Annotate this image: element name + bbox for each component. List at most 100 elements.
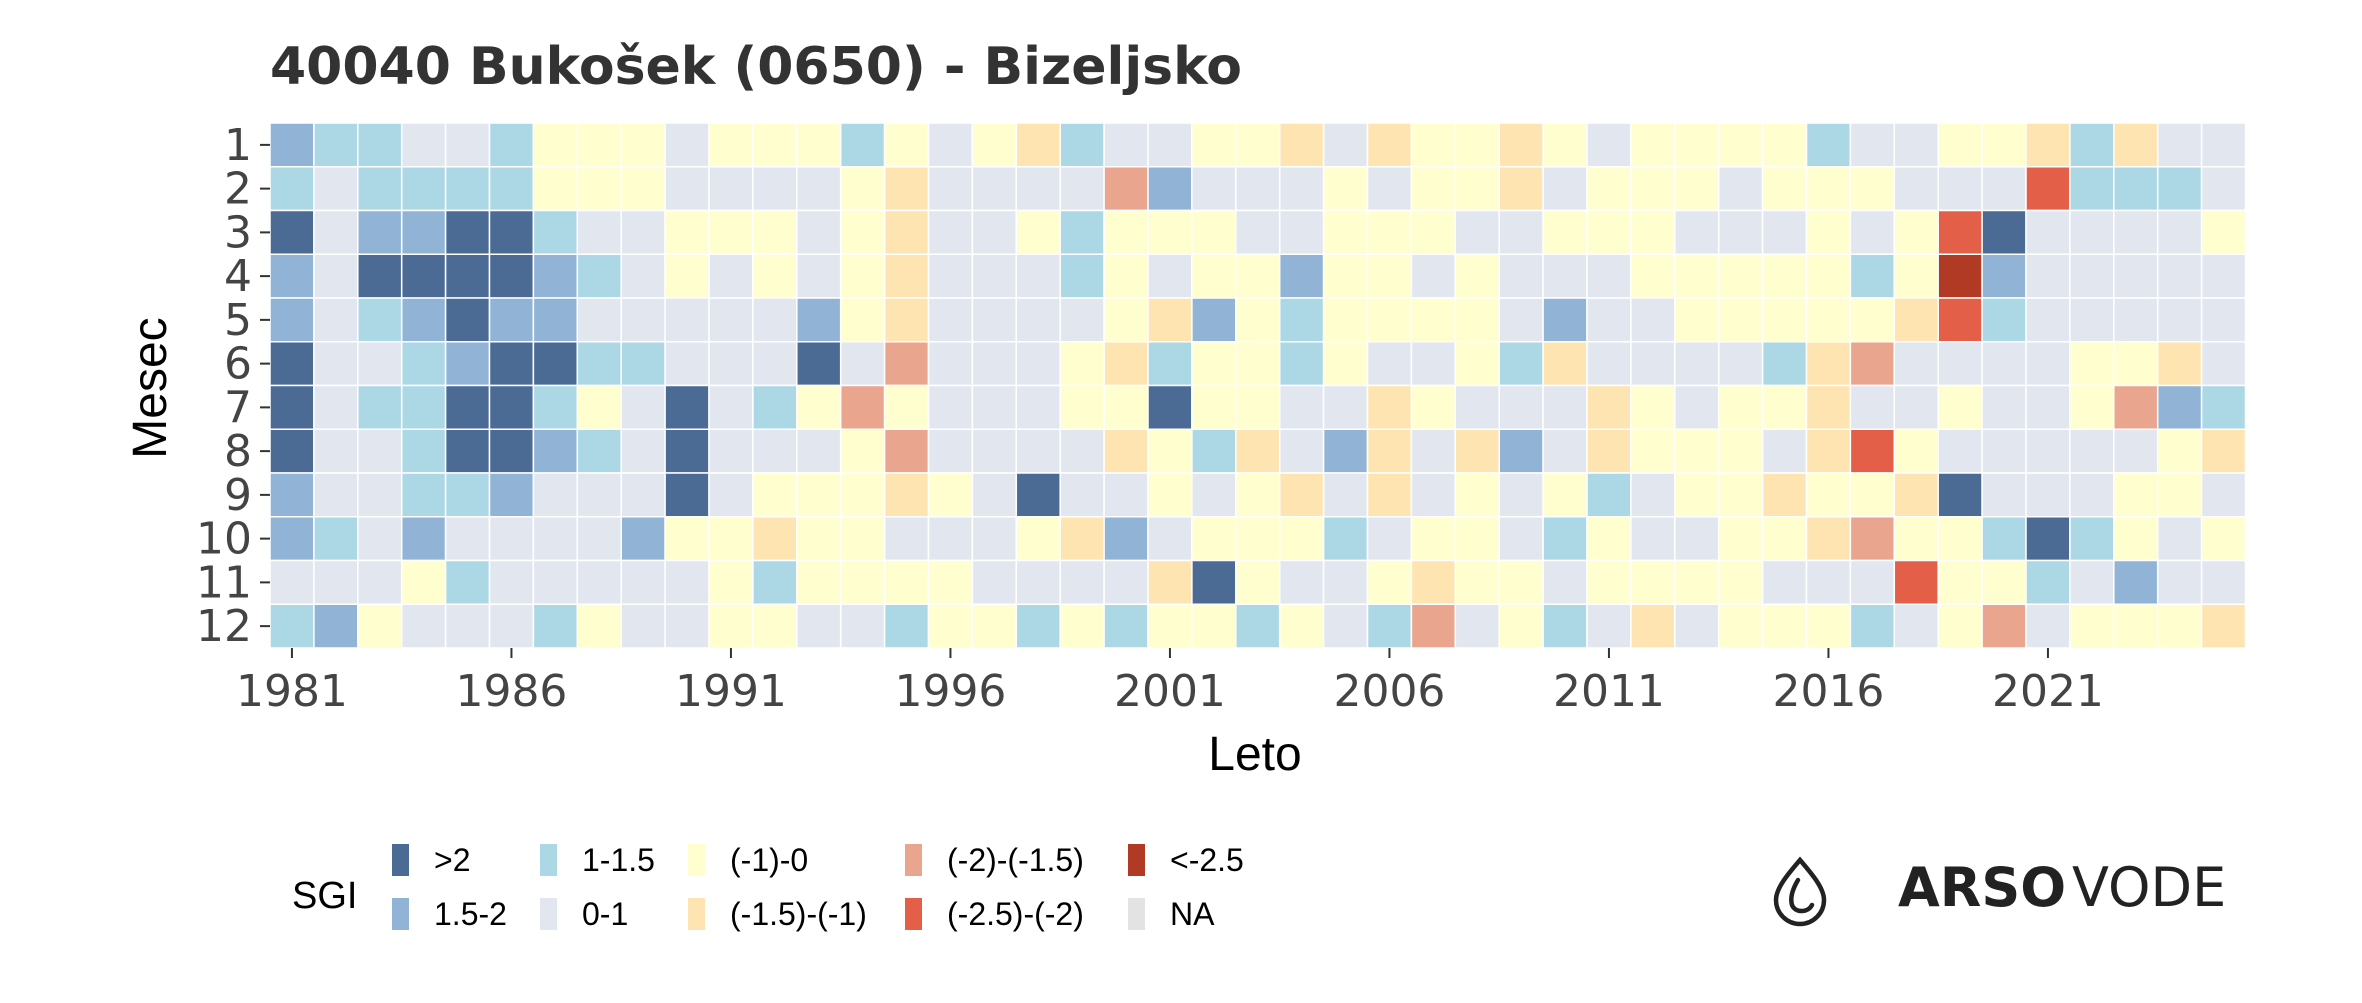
heatmap-cell-1992-1 bbox=[752, 122, 798, 168]
heatmap-cell-2011-3 bbox=[1586, 209, 1632, 255]
heatmap-plot bbox=[269, 122, 2247, 649]
y-tick-label-12: 12 bbox=[196, 601, 252, 652]
heatmap-cell-2007-4 bbox=[1410, 253, 1457, 299]
heatmap-cell-1999-8 bbox=[1059, 428, 1105, 474]
heatmap-cell-1986-8 bbox=[488, 428, 535, 474]
heatmap-cell-1986-10 bbox=[488, 516, 535, 562]
heatmap-cell-2019-12 bbox=[1937, 603, 1983, 649]
heatmap-cell-2010-5 bbox=[1542, 297, 1588, 343]
heatmap-cell-2020-4 bbox=[1981, 253, 2027, 299]
logo-arso: ARSO bbox=[1898, 856, 2066, 919]
heatmap-cell-1990-12 bbox=[664, 603, 710, 649]
heatmap-cell-2015-3 bbox=[1761, 209, 1808, 255]
heatmap-cell-1991-2 bbox=[708, 166, 754, 212]
heatmap-cell-1994-7 bbox=[839, 384, 886, 430]
heatmap-cell-2009-12 bbox=[1498, 603, 1544, 649]
heatmap-cell-1990-10 bbox=[664, 516, 710, 562]
heatmap-cell-2011-8 bbox=[1586, 428, 1632, 474]
heatmap-cell-1981-6 bbox=[269, 341, 315, 387]
heatmap-cell-2001-5 bbox=[1147, 297, 1193, 343]
x-axis: 1981 1986 1991 1996 2001 2006 2011 2016 2021 bbox=[236, 648, 2104, 717]
heatmap-cell-1987-1 bbox=[532, 122, 579, 168]
y-tick-label-3: 3 bbox=[224, 207, 252, 258]
x-tick-label-1996: 1996 bbox=[894, 666, 1006, 717]
heatmap-cell-1990-9 bbox=[664, 472, 710, 518]
heatmap-cell-1995-6 bbox=[883, 341, 930, 387]
heatmap-cell-2012-11 bbox=[1630, 559, 1676, 605]
legend-title: SGI bbox=[292, 875, 357, 917]
heatmap-cell-1986-3 bbox=[488, 209, 535, 255]
heatmap-cell-2002-5 bbox=[1191, 297, 1237, 343]
heatmap-cell-1994-11 bbox=[839, 559, 886, 605]
heatmap-cell-2024-12 bbox=[2156, 603, 2203, 649]
heatmap-cell-2009-2 bbox=[1498, 166, 1544, 212]
heatmap-cell-1991-1 bbox=[708, 122, 754, 168]
heatmap-cell-1992-3 bbox=[752, 209, 798, 255]
heatmap-cell-1981-4 bbox=[269, 253, 315, 299]
heatmap-cell-2025-7 bbox=[2200, 384, 2247, 430]
heatmap-cell-2004-9 bbox=[1278, 472, 1325, 518]
heatmap-cell-2005-6 bbox=[1322, 341, 1369, 387]
heatmap-cell-1993-2 bbox=[796, 166, 842, 212]
heatmap-cell-2006-9 bbox=[1366, 472, 1413, 518]
legend-items: >2 1.5-2 1-1.5 0-1 (-1)-0 (-1.5)-(-1) (-2)-(-1… bbox=[392, 842, 1244, 932]
heatmap-cell-1990-4 bbox=[664, 253, 710, 299]
heatmap-cell-1983-5 bbox=[357, 297, 403, 343]
heatmap-cell-2005-11 bbox=[1322, 559, 1369, 605]
heatmap-cell-1982-8 bbox=[313, 428, 359, 474]
heatmap-cell-2023-11 bbox=[2113, 559, 2159, 605]
heatmap-cell-1992-12 bbox=[752, 603, 798, 649]
heatmap-cell-1994-10 bbox=[839, 516, 886, 562]
heatmap-cell-1982-12 bbox=[313, 603, 359, 649]
heatmap-cell-2002-4 bbox=[1191, 253, 1237, 299]
heatmap-cell-2007-10 bbox=[1410, 516, 1457, 562]
heatmap-cell-2002-3 bbox=[1191, 209, 1237, 255]
heatmap-cell-2015-11 bbox=[1761, 559, 1808, 605]
heatmap-cell-1990-8 bbox=[664, 428, 710, 474]
heatmap-cell-1983-7 bbox=[357, 384, 403, 430]
heatmap-cell-2006-6 bbox=[1366, 341, 1413, 387]
heatmap-cell-2016-7 bbox=[1805, 384, 1852, 430]
legend-swatch--1.5--1 bbox=[688, 898, 705, 930]
heatmap-cell-2014-11 bbox=[1717, 559, 1764, 605]
heatmap-cell-1985-2 bbox=[444, 166, 491, 212]
heatmap-cell-2022-3 bbox=[2069, 209, 2115, 255]
heatmap-cell-2017-3 bbox=[1849, 209, 1896, 255]
heatmap-cell-1984-8 bbox=[400, 428, 447, 474]
heatmap-cell-1997-10 bbox=[971, 516, 1018, 562]
heatmap-cell-1991-7 bbox=[708, 384, 754, 430]
heatmap-cell-1992-8 bbox=[752, 428, 798, 474]
heatmap-cell-1986-9 bbox=[488, 472, 535, 518]
y-tick-label-5: 5 bbox=[224, 295, 252, 346]
heatmap-cell-2017-8 bbox=[1849, 428, 1896, 474]
heatmap-cell-1998-2 bbox=[1015, 166, 1061, 212]
heatmap-cell-1995-2 bbox=[883, 166, 930, 212]
heatmap-cell-1988-3 bbox=[576, 209, 622, 255]
heatmap-cell-1992-9 bbox=[752, 472, 798, 518]
heatmap-cell-1998-4 bbox=[1015, 253, 1061, 299]
heatmap-cell-2011-7 bbox=[1586, 384, 1632, 430]
heatmap-cell-2022-9 bbox=[2069, 472, 2115, 518]
heatmap-cell-1994-9 bbox=[839, 472, 886, 518]
heatmap-cell-2002-10 bbox=[1191, 516, 1237, 562]
y-axis-title: Mesec bbox=[124, 317, 177, 458]
arso-vode-logo: ARSO VODE bbox=[1773, 856, 2226, 927]
heatmap-cell-2017-5 bbox=[1849, 297, 1896, 343]
heatmap-cell-1988-2 bbox=[576, 166, 622, 212]
heatmap-cell-2014-9 bbox=[1717, 472, 1764, 518]
heatmap-cell-2022-11 bbox=[2069, 559, 2115, 605]
heatmap-cell-2005-9 bbox=[1322, 472, 1369, 518]
legend-label-0-1: 0-1 bbox=[582, 896, 628, 932]
heatmap-cell-2018-2 bbox=[1893, 166, 1939, 212]
heatmap-cell-2024-1 bbox=[2156, 122, 2203, 168]
heatmap-cell-1981-12 bbox=[269, 603, 315, 649]
heatmap-cell-2021-12 bbox=[2025, 603, 2071, 649]
heatmap-cell-2008-9 bbox=[1454, 472, 1500, 518]
heatmap-cell-2014-10 bbox=[1717, 516, 1764, 562]
heatmap-cell-2000-1 bbox=[1103, 122, 1149, 168]
heatmap-cell-2016-5 bbox=[1805, 297, 1852, 343]
heatmap-cell-2000-12 bbox=[1103, 603, 1149, 649]
heatmap-cell-1997-6 bbox=[971, 341, 1018, 387]
heatmap-cell-2009-9 bbox=[1498, 472, 1544, 518]
heatmap-cell-2025-3 bbox=[2200, 209, 2247, 255]
